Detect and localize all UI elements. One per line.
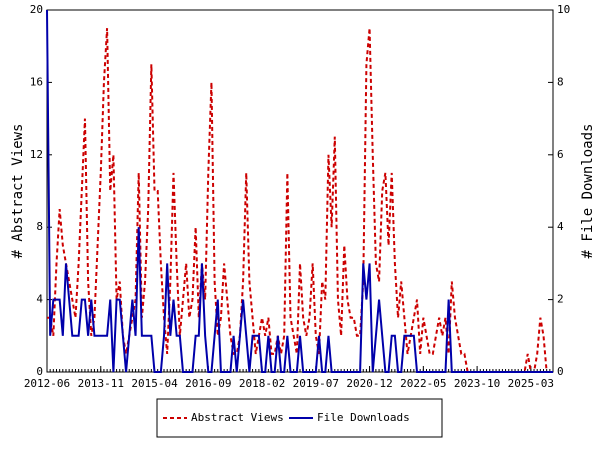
y2-tick-label: 4	[557, 220, 564, 233]
x-tick-label: 2015-04	[131, 377, 178, 390]
x-tick-label: 2020-12	[346, 377, 392, 390]
x-tick-label: 2018-02	[239, 377, 285, 390]
series-line	[47, 28, 553, 373]
y-tick-label: 8	[36, 220, 43, 233]
y2-tick-label: 10	[557, 3, 570, 16]
series-line	[46, 9, 553, 373]
y2-tick-label: 6	[557, 148, 564, 161]
x-tick-label: 2023-10	[454, 377, 500, 390]
y2-tick-label: 8	[557, 75, 564, 88]
x-tick-label: 2022-05	[400, 377, 446, 390]
x-tick-label: 2019-07	[293, 377, 339, 390]
x-tick-label: 2025-03	[508, 377, 554, 390]
plot-frame	[46, 9, 554, 373]
y2-tick-label: 0	[557, 365, 564, 378]
legend-label: Abstract Views	[191, 411, 284, 424]
x-tick-label: 2012-06	[24, 377, 70, 390]
y-tick-label: 4	[36, 293, 43, 306]
x-tick-label: 2013-11	[78, 377, 124, 390]
y-tick-label: 20	[30, 3, 43, 16]
x-tick-label: 2016-09	[185, 377, 231, 390]
y2-axis-label: # File Downloads	[580, 124, 596, 259]
y2-tick-label: 2	[557, 293, 564, 306]
y-axis-label: # Abstract Views	[10, 124, 26, 259]
legend-label: File Downloads	[317, 411, 410, 424]
y-tick-label: 12	[30, 148, 43, 161]
y-tick-label: 16	[30, 75, 43, 88]
y-tick-label: 0	[36, 365, 43, 378]
